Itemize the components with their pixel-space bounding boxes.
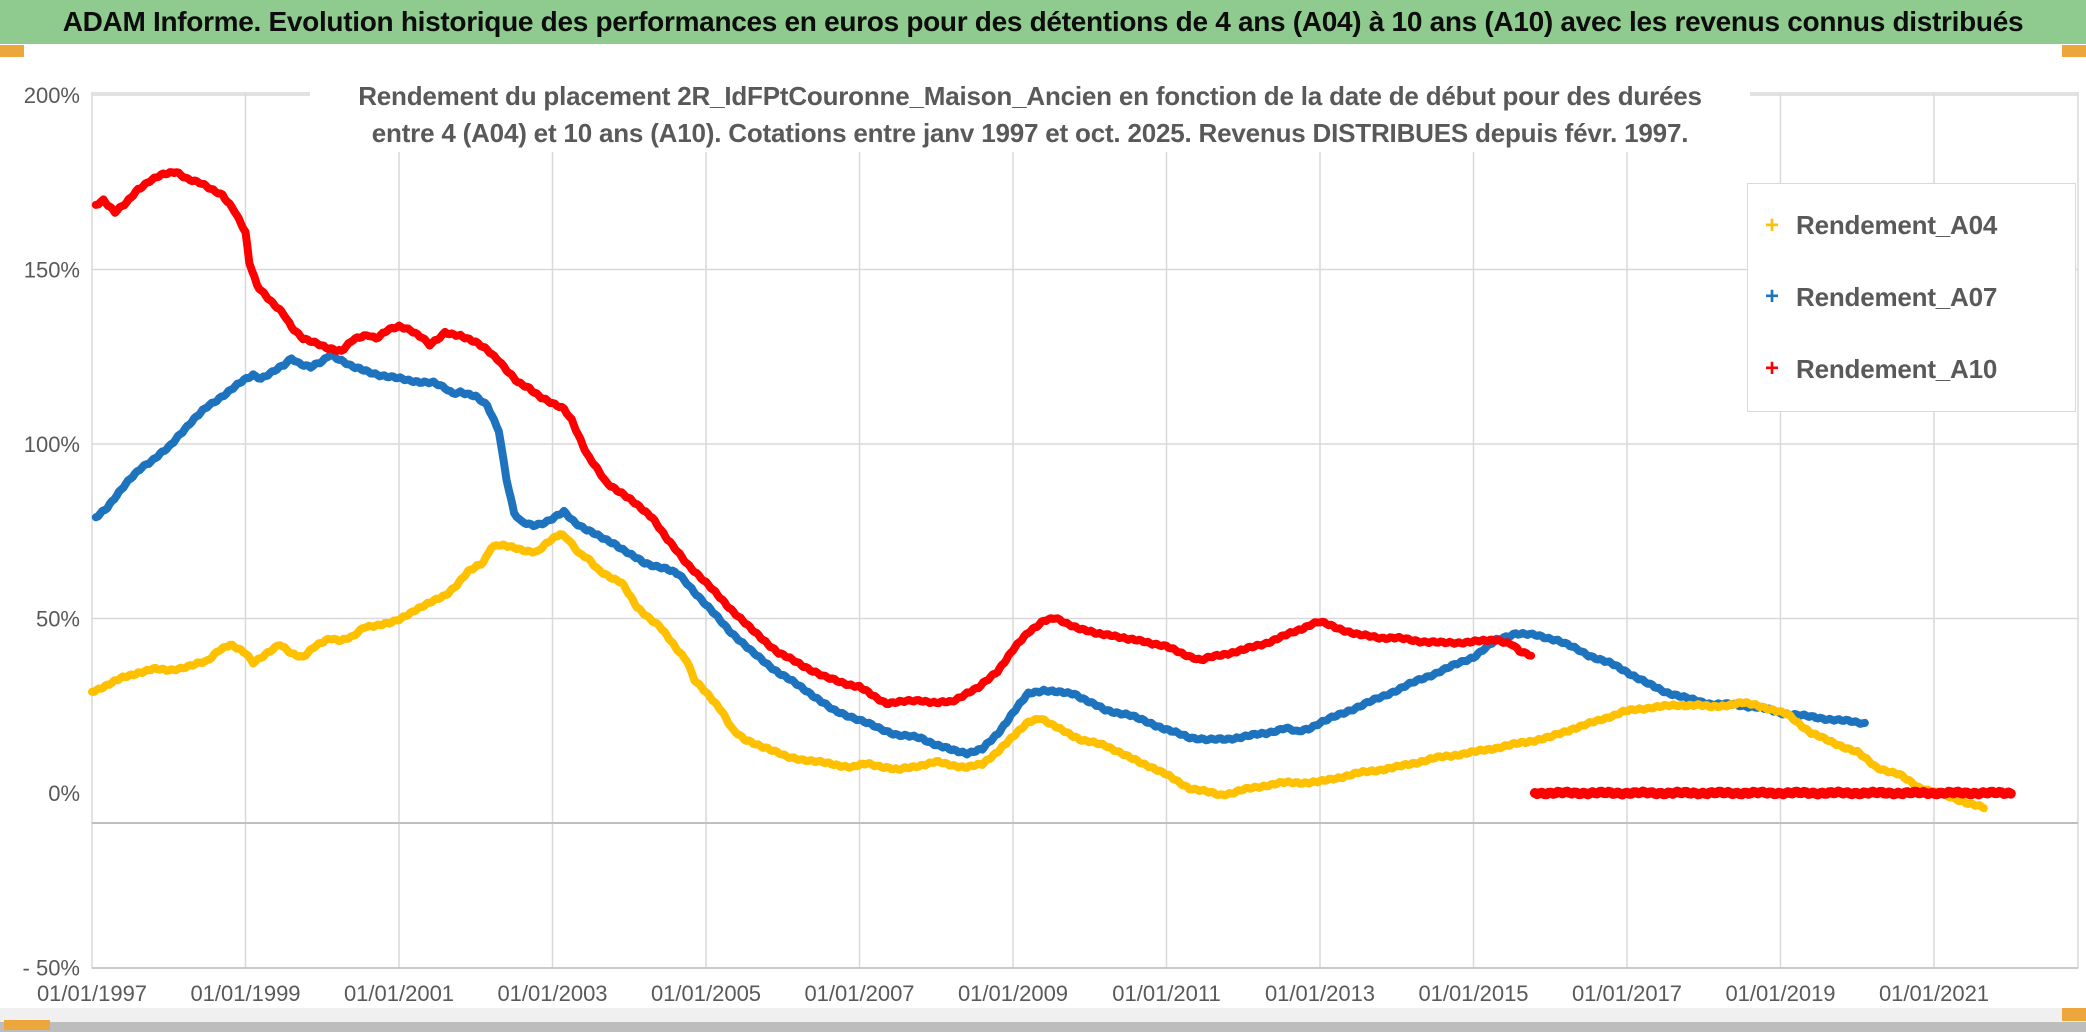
- x-tick-label: 01/01/2003: [497, 981, 607, 1006]
- legend-plus-marker-icon: +: [1764, 211, 1779, 239]
- x-tick-label: 01/01/2005: [651, 981, 761, 1006]
- chart-legend: + Rendement_A04 + Rendement_A07 + Rendement_A…: [1747, 183, 2076, 412]
- x-tick-label: 01/01/1999: [190, 981, 300, 1006]
- x-tick-label: 01/01/2009: [958, 981, 1068, 1006]
- legend-label: Rendement_A10: [1796, 353, 1998, 384]
- gold-accent-bottom-left: [4, 1020, 50, 1030]
- x-tick-label: 01/01/2001: [344, 981, 454, 1006]
- chart-title-line2: entre 4 (A04) et 10 ans (A10). Cotations…: [371, 118, 1689, 148]
- footer-strip: [0, 1008, 2086, 1022]
- series-rendement-a10: [91, 168, 1536, 709]
- series-rendement-a04: [88, 530, 1988, 813]
- series-rendement-a07: [91, 351, 1869, 759]
- x-tick-label: 01/01/2021: [1879, 981, 1989, 1006]
- window-titlebar: ADAM Informe. Evolution historique des p…: [0, 0, 2086, 44]
- legend-label: Rendement_A07: [1796, 281, 1998, 312]
- legend-item-rendement-a10: + Rendement_A10: [1748, 354, 2075, 385]
- x-tick-label: 01/01/1997: [37, 981, 147, 1006]
- y-tick-label: 100%: [24, 432, 80, 457]
- window-title: ADAM Informe. Evolution historique des p…: [62, 6, 2024, 37]
- gold-accent-bottom-right: [2062, 1008, 2086, 1021]
- y-tick-label: 150%: [24, 258, 80, 283]
- x-tick-label: 01/01/2011: [1112, 981, 1220, 1006]
- series-rendement-a10-flat-segment: [1529, 786, 2016, 800]
- legend-item-rendement-a07: + Rendement_A07: [1748, 282, 2075, 313]
- x-tick-label: 01/01/2017: [1572, 981, 1682, 1006]
- y-tick-label: 50%: [36, 607, 80, 632]
- y-tick-label: 200%: [24, 83, 80, 108]
- chart-title-line1: Rendement du placement 2R_IdFPtCouronne_…: [358, 81, 1702, 111]
- x-tick-label: 01/01/2015: [1418, 981, 1528, 1006]
- legend-label: Rendement_A04: [1796, 210, 1998, 241]
- legend-plus-marker-icon: +: [1764, 283, 1779, 311]
- gold-accent-top-left: [0, 45, 24, 57]
- x-tick-label: 01/01/2013: [1265, 981, 1375, 1006]
- chart-title: Rendement du placement 2R_IdFPtCouronne_…: [310, 78, 1750, 152]
- gold-accent-top-right: [2062, 45, 2086, 57]
- x-tick-label: 01/01/2019: [1725, 981, 1835, 1006]
- y-tick-label: - 50%: [23, 956, 80, 981]
- legend-plus-marker-icon: +: [1764, 355, 1779, 383]
- x-tick-label: 01/01/2007: [804, 981, 914, 1006]
- bottom-window-edge: [0, 1022, 2086, 1032]
- legend-item-rendement-a04: + Rendement_A04: [1748, 210, 2075, 241]
- y-tick-label: 0%: [48, 781, 80, 806]
